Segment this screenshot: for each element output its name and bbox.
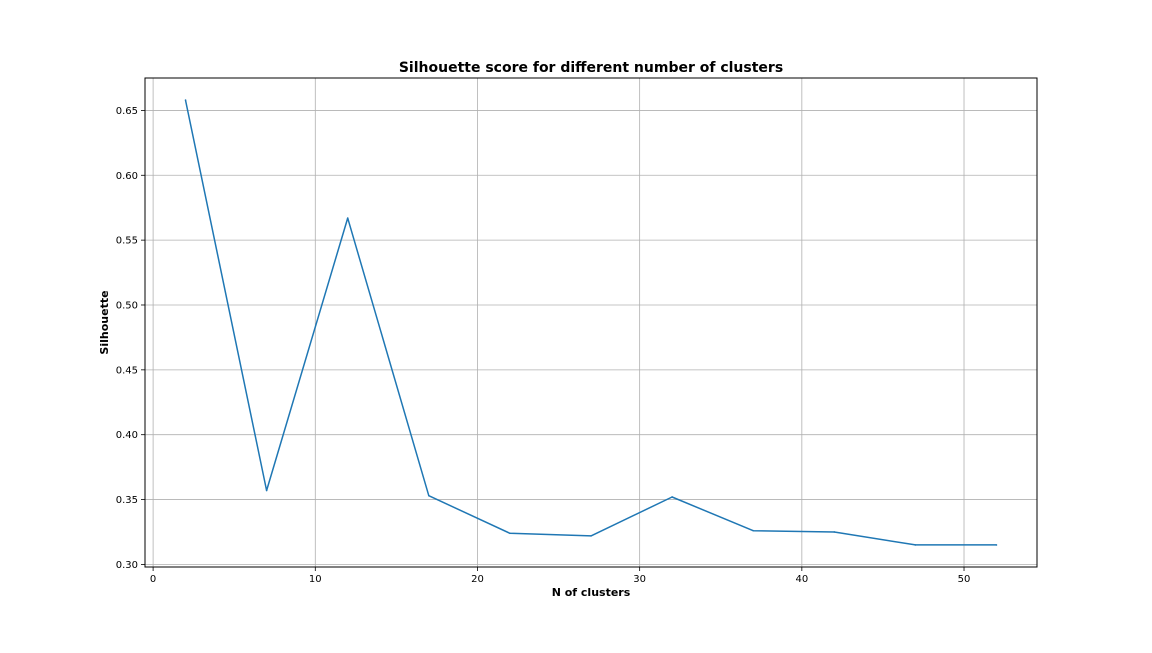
x-tick-label: 10 [309,574,322,585]
y-tick-label: 0.30 [116,560,138,571]
x-tick-label: 20 [471,574,484,585]
data-point [428,494,430,497]
y-tick-label: 0.60 [116,171,138,182]
x-tick-label: 40 [795,574,808,585]
data-point [509,532,511,535]
y-axis-label: Silhouette [98,290,111,354]
data-point [671,496,673,498]
series-layer [184,99,998,546]
x-tick-label: 30 [633,574,646,585]
data-point [995,544,998,546]
grid-layer [145,78,1037,567]
y-tick-label: 0.40 [116,430,138,441]
data-point [752,529,754,532]
ticks-layer: 0 10 20 30 40 50 0.30 0.35 0.40 0.45 0.50 0.55 0.60 0… [116,106,971,585]
y-tick-label: 0.55 [116,236,138,247]
chart-title: Silhouette score for different number of… [399,60,783,76]
data-point [265,489,268,492]
data-point [833,531,836,533]
x-tick-label: 50 [958,574,971,585]
data-point [346,217,349,219]
y-tick-label: 0.50 [116,300,138,311]
y-tick-label: 0.65 [116,106,138,117]
x-axis-label: N of clusters [552,586,631,599]
data-point [184,99,187,101]
x-tick-label: 0 [150,574,156,585]
y-tick-label: 0.45 [116,365,138,376]
y-tick-label: 0.35 [116,495,138,506]
data-point [914,544,917,546]
series-line [184,99,997,546]
data-point [590,535,592,537]
plot-frame [144,77,1038,568]
